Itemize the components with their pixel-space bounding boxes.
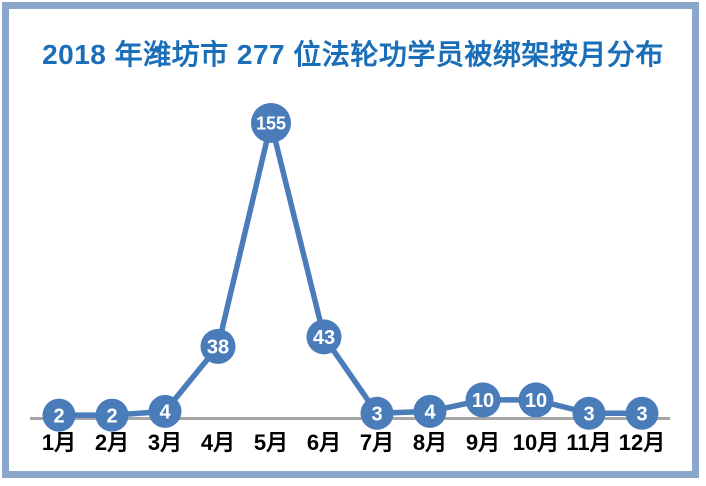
data-line (56, 120, 645, 418)
x-axis-label: 8月 (413, 430, 447, 455)
data-point-label: 3 (583, 403, 594, 425)
data-point-marker (42, 398, 76, 432)
data-point-marker (518, 382, 554, 418)
data-point-marker (148, 394, 182, 428)
data-point-label: 155 (256, 113, 286, 133)
data-point-marker (465, 382, 501, 418)
x-axis-label: 1月 (42, 430, 76, 455)
data-point-marker (200, 328, 236, 364)
data-point-label: 43 (313, 327, 335, 349)
data-point-marker (306, 319, 342, 355)
chart-frame (2, 2, 699, 478)
x-axis-label: 4月 (201, 430, 235, 455)
data-point-marker (625, 396, 659, 430)
data-point-label: 38 (207, 337, 229, 359)
data-point-marker (572, 396, 606, 430)
x-axis-label: 12月 (619, 430, 665, 455)
x-axis-label: 2月 (95, 430, 129, 455)
data-point-marker (95, 398, 129, 432)
x-axis-label: 6月 (307, 430, 341, 455)
data-point-label: 2 (106, 405, 117, 427)
data-point-label: 2 (53, 405, 64, 427)
x-axis-label: 10月 (513, 430, 559, 455)
data-point-marker (251, 102, 291, 143)
chart-title: 2018 年潍坊市 277 位法轮功学员被绑架按月分布 (42, 39, 664, 70)
x-axis-label: 11月 (566, 430, 611, 455)
x-axis-label: 7月 (360, 430, 394, 455)
data-point-label: 4 (159, 402, 171, 424)
data-point-label: 3 (636, 403, 647, 425)
x-axis-label: 5月 (254, 430, 288, 455)
data-point-marker (360, 396, 394, 430)
x-axis-label: 3月 (148, 430, 182, 455)
x-axis-label: 9月 (466, 430, 500, 455)
data-point-marker (413, 394, 447, 428)
data-point-label: 10 (472, 390, 494, 412)
data-point-label: 4 (424, 402, 436, 424)
data-point-label: 3 (371, 403, 382, 425)
data-point-label: 10 (525, 390, 547, 412)
